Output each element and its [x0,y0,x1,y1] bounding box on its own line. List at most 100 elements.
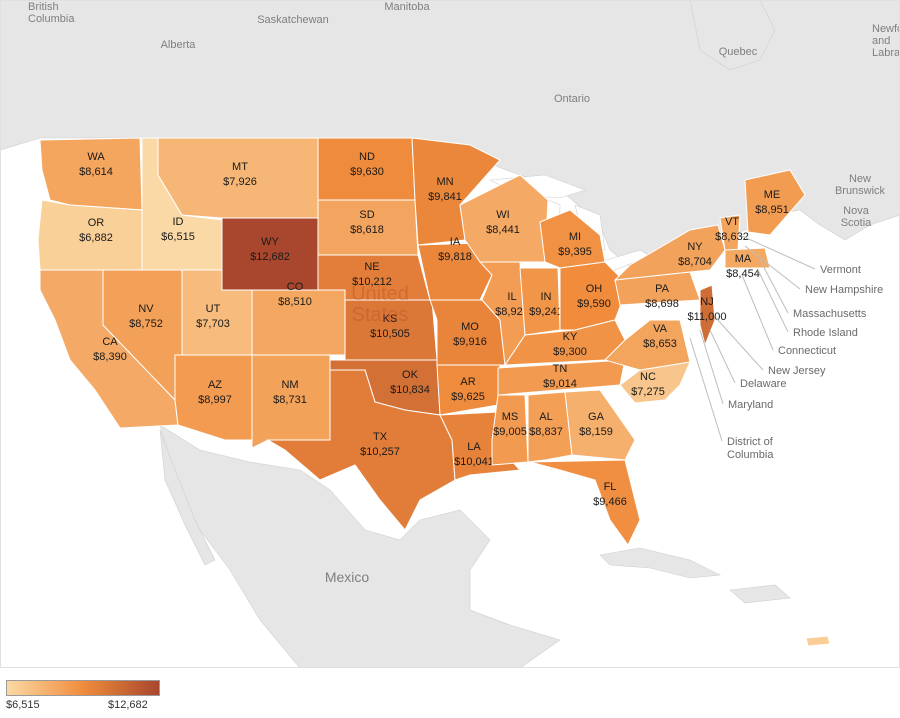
state-shape-ms[interactable] [491,394,529,466]
state-abbr-label: NY [687,241,703,253]
state-wy[interactable]: WY $12,682 [221,217,319,291]
callout-label: Massachusetts [793,308,867,320]
state-co[interactable]: CO $8,510 [251,281,346,356]
callout-label: Maryland [728,399,773,411]
state-abbr-label: MI [569,231,581,243]
state-abbr-label: WY [261,236,279,248]
state-abbr-label: PA [655,283,670,295]
state-abbr-label: IN [541,291,552,303]
state-value-label: $9,300 [553,346,587,358]
puerto-rico[interactable] [805,635,831,647]
state-value-label: $9,916 [453,336,487,348]
state-mn[interactable]: MN $9,841 [411,137,501,246]
state-ma[interactable]: MA $8,454 [724,247,771,280]
states-layer[interactable]: WA $8,614 OR $6,882 CA $8,390 ID $6,515 NV $8,752… [37,137,831,647]
state-az[interactable]: AZ $8,997 [174,354,253,441]
state-ia[interactable]: IA $9,818 [417,236,493,301]
legend-gradient-bar [6,680,160,696]
state-value-label: $9,466 [593,496,627,508]
state-oh[interactable]: OH $9,590 [559,261,629,331]
state-abbr-label: AZ [208,379,222,391]
state-ms[interactable]: MS $9,005 [491,394,529,466]
state-ks[interactable]: KS $10,505 [344,299,438,361]
state-shape-ny[interactable] [613,224,726,281]
state-ar[interactable]: AR $9,625 [436,364,501,416]
state-abbr-label: MS [502,411,519,423]
state-value-label: $9,005 [493,426,527,438]
state-shape-al[interactable] [527,391,573,463]
state-abbr-label: ID [173,216,184,228]
state-abbr-label: IA [450,236,461,248]
geo-label: NewfoundandLabrado [872,23,900,59]
state-value-label: $12,682 [250,251,290,263]
state-value-label: $8,731 [273,394,307,406]
state-abbr-label: OH [586,283,603,295]
state-abbr-label: MA [735,253,752,265]
state-ne[interactable]: NE $10,212 [317,254,431,301]
state-value-label: $8,441 [486,224,520,236]
state-wa[interactable]: WA $8,614 [39,137,143,211]
state-wi[interactable]: WI $8,441 [459,174,549,263]
color-legend: $6,515 $12,682 [4,680,164,714]
state-value-label: $10,505 [370,328,410,340]
map-area[interactable]: WA $8,614 OR $6,882 CA $8,390 ID $6,515 NV $8,752… [0,0,900,669]
state-mi[interactable]: MI $9,395 [539,209,606,269]
state-shape-ma[interactable] [724,247,771,269]
state-al[interactable]: AL $8,837 [527,391,573,463]
state-value-label: $7,275 [631,386,665,398]
state-shape-va[interactable] [604,319,691,371]
geo-label: Mexico [325,569,370,585]
state-shape-tx[interactable] [266,369,456,531]
state-shape-fl[interactable] [529,459,641,546]
state-nm[interactable]: NM $8,731 [251,354,331,449]
state-in[interactable]: IN $9,241 [519,267,563,336]
geo-label: Saskatchewan [257,14,329,26]
cuba [599,547,722,579]
state-abbr-label: NE [364,261,379,273]
callout-labels: Vermont New Hampshire Massachusetts Rhode I… [689,235,883,461]
geo-label: Manitoba [384,1,430,13]
state-value-label: $6,515 [161,231,195,243]
state-abbr-label: AL [539,411,552,423]
state-abbr-label: KS [383,313,398,325]
state-or[interactable]: OR $6,882 [37,199,143,271]
state-fl[interactable]: FL $9,466 [529,459,641,546]
state-value-label: $8,752 [129,318,163,330]
callout-leader-line [709,329,736,384]
state-me[interactable]: ME $8,951 [744,169,806,236]
callout-leader-line [741,235,816,270]
geo-label: Ontario [554,93,590,105]
state-abbr-label: NJ [700,296,713,308]
geo-label: Alberta [161,39,197,51]
state-value-label: $8,997 [198,394,232,406]
state-mt[interactable]: MT $7,926 [157,137,319,219]
state-ga[interactable]: GA $8,159 [564,389,636,461]
state-tx[interactable]: TX $10,257 [266,369,456,531]
mexico-land [159,424,561,669]
state-value-label: $8,704 [678,256,712,268]
state-sd[interactable]: SD $8,618 [317,199,419,256]
state-nc[interactable]: NC $7,275 [619,361,691,404]
state-value-label: $8,951 [755,204,789,216]
state-nd[interactable]: ND $9,630 [317,137,416,201]
state-vt[interactable]: VT $8,632 [715,214,749,251]
state-abbr-label: FL [604,481,617,493]
state-nj[interactable]: NJ $11,000 [688,284,727,347]
state-pa[interactable]: PA $8,698 [614,271,701,310]
state-ut[interactable]: UT $7,703 [181,269,253,356]
state-abbr-label: MO [461,321,479,333]
state-shape-ga[interactable] [564,389,636,461]
state-tn[interactable]: TN $9,014 [497,359,626,396]
state-shape-nj[interactable] [699,284,716,347]
state-value-label: $9,841 [428,191,462,203]
state-abbr-label: SD [359,209,374,221]
baja [159,429,216,566]
state-ky[interactable]: KY $9,300 [504,319,626,366]
choropleth-map[interactable]: WA $8,614 OR $6,882 CA $8,390 ID $6,515 NV $8,752… [0,0,900,669]
state-ny[interactable]: NY $8,704 [613,224,726,281]
state-va[interactable]: VA $8,653 [604,319,691,371]
state-shape-me[interactable] [744,169,806,236]
state-abbr-label: LA [467,441,481,453]
state-value-label: $9,241 [529,306,563,318]
callout-leader-line [744,245,801,290]
